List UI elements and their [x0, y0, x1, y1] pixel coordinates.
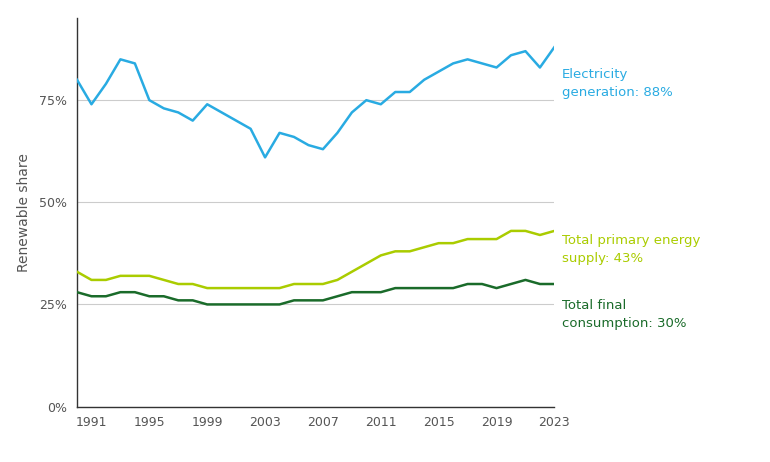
Text: Total primary energy
supply: 43%: Total primary energy supply: 43% [562, 234, 701, 265]
Y-axis label: Renewable share: Renewable share [17, 153, 31, 272]
Text: Total final
consumption: 30%: Total final consumption: 30% [562, 298, 687, 330]
Text: Electricity
generation: 88%: Electricity generation: 88% [562, 67, 673, 99]
